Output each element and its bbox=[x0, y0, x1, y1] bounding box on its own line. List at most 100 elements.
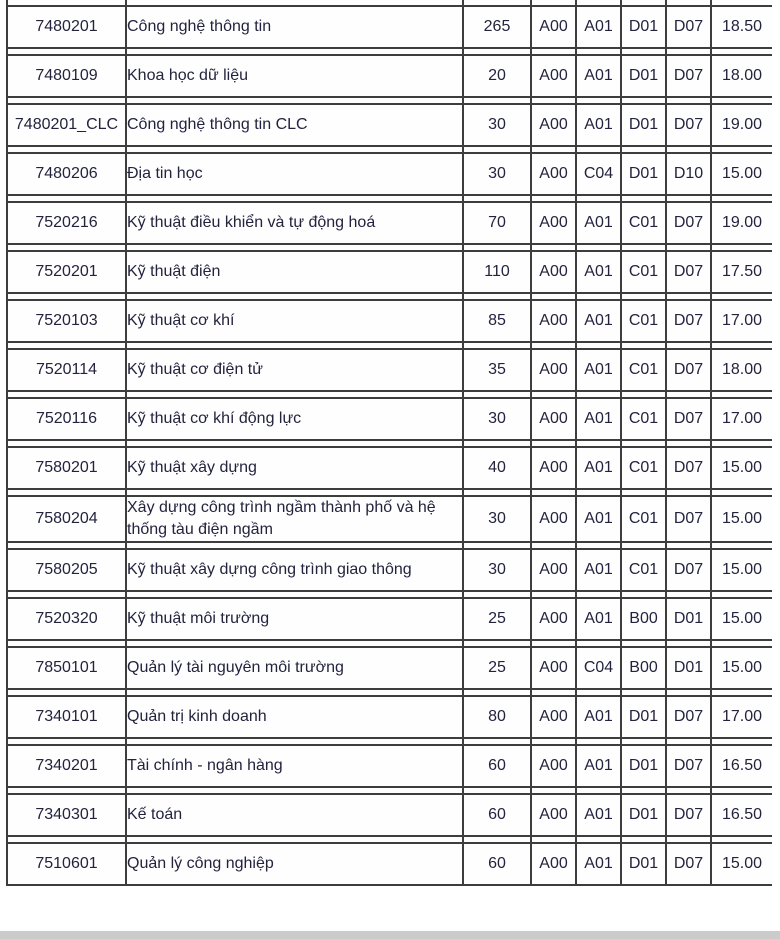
spacer-cell bbox=[462, 341, 532, 350]
table-row: 7520201 Kỹ thuật điện 110 A00 A01 C01 D07 17.50 bbox=[6, 250, 772, 294]
major-code-cell: 7520216 bbox=[6, 201, 127, 245]
spacer-row bbox=[6, 292, 772, 301]
score-cell: 15.00 bbox=[710, 548, 772, 592]
combo-cell: D01 bbox=[620, 842, 667, 886]
spacer-cell bbox=[665, 194, 712, 203]
spacer-cell bbox=[125, 590, 464, 599]
table-row: 7520116 Kỹ thuật cơ khí động lực 30 A00 A01 C… bbox=[6, 397, 772, 441]
spacer-cell bbox=[620, 47, 667, 56]
spacer-cell bbox=[6, 786, 127, 795]
table-row: 7520103 Kỹ thuật cơ khí 85 A00 A01 C01 D07 17.0… bbox=[6, 299, 772, 343]
combo-cell: C01 bbox=[620, 299, 667, 343]
spacer-cell bbox=[125, 194, 464, 203]
quota-cell: 40 bbox=[462, 446, 532, 490]
major-name-cell: Công nghệ thông tin bbox=[125, 5, 464, 49]
combo-cell: A01 bbox=[575, 446, 622, 490]
combo-cell: D07 bbox=[665, 397, 712, 441]
spacer-cell bbox=[530, 390, 577, 399]
spacer-cell bbox=[530, 786, 577, 795]
spacer-cell bbox=[462, 835, 532, 844]
spacer-cell bbox=[620, 786, 667, 795]
spacer-row bbox=[6, 96, 772, 105]
spacer-cell bbox=[710, 688, 772, 697]
combo-cell: D01 bbox=[620, 103, 667, 147]
spacer-cell bbox=[530, 47, 577, 56]
combo-cell: C04 bbox=[575, 152, 622, 196]
spacer-cell bbox=[125, 541, 464, 550]
major-code-cell: 7520320 bbox=[6, 597, 127, 641]
combo-cell: D01 bbox=[620, 695, 667, 739]
major-name-cell: Kỹ thuật cơ khí bbox=[125, 299, 464, 343]
spacer-row bbox=[6, 835, 772, 844]
spacer-row bbox=[6, 145, 772, 154]
major-code-cell: 7340301 bbox=[6, 793, 127, 837]
spacer-cell bbox=[6, 194, 127, 203]
combo-cell: A01 bbox=[575, 597, 622, 641]
spacer-cell bbox=[125, 439, 464, 448]
quota-cell: 60 bbox=[462, 744, 532, 788]
spacer-cell bbox=[710, 243, 772, 252]
table-row: 7580201 Kỹ thuật xây dựng 40 A00 A01 C01 D07 15… bbox=[6, 446, 772, 490]
combo-cell: C01 bbox=[620, 201, 667, 245]
spacer-cell bbox=[530, 590, 577, 599]
quota-cell: 60 bbox=[462, 842, 532, 886]
combo-cell: D07 bbox=[665, 446, 712, 490]
spacer-cell bbox=[575, 639, 622, 648]
spacer-cell bbox=[620, 737, 667, 746]
combo-cell: A01 bbox=[575, 842, 622, 886]
combo-cell: A01 bbox=[575, 299, 622, 343]
spacer-cell bbox=[530, 243, 577, 252]
spacer-cell bbox=[6, 145, 127, 154]
combo-cell: D10 bbox=[665, 152, 712, 196]
table-row: 7520216 Kỹ thuật điều khiển và tự động ho… bbox=[6, 201, 772, 245]
spacer-cell bbox=[620, 341, 667, 350]
spacer-cell bbox=[575, 488, 622, 497]
spacer-row bbox=[6, 688, 772, 697]
quota-cell: 30 bbox=[462, 495, 532, 543]
quota-cell: 265 bbox=[462, 5, 532, 49]
spacer-cell bbox=[620, 96, 667, 105]
spacer-cell bbox=[125, 47, 464, 56]
spacer-cell bbox=[620, 292, 667, 301]
major-name-cell: Quản lý tài nguyên môi trường bbox=[125, 646, 464, 690]
combo-cell: A00 bbox=[530, 548, 577, 592]
spacer-cell bbox=[575, 47, 622, 56]
combo-cell: D07 bbox=[665, 548, 712, 592]
major-name-cell: Địa tin học bbox=[125, 152, 464, 196]
combo-cell: A00 bbox=[530, 446, 577, 490]
spacer-cell bbox=[125, 0, 464, 7]
spacer-row bbox=[6, 639, 772, 648]
quota-cell: 35 bbox=[462, 348, 532, 392]
spacer-cell bbox=[620, 439, 667, 448]
combo-cell: A00 bbox=[530, 793, 577, 837]
combo-cell: D07 bbox=[665, 842, 712, 886]
major-name-cell: Kỹ thuật môi trường bbox=[125, 597, 464, 641]
spacer-cell bbox=[462, 390, 532, 399]
spacer-cell bbox=[125, 243, 464, 252]
spacer-cell bbox=[462, 0, 532, 7]
major-name-cell: Công nghệ thông tin CLC bbox=[125, 103, 464, 147]
quota-cell: 20 bbox=[462, 54, 532, 98]
spacer-cell bbox=[6, 688, 127, 697]
spacer-cell bbox=[530, 688, 577, 697]
spacer-cell bbox=[710, 639, 772, 648]
spacer-cell bbox=[530, 737, 577, 746]
spacer-cell bbox=[462, 292, 532, 301]
table-row: 7340101 Quản trị kinh doanh 80 A00 A01 D01 D07… bbox=[6, 695, 772, 739]
spacer-cell bbox=[710, 145, 772, 154]
spacer-cell bbox=[575, 688, 622, 697]
spacer-cell bbox=[530, 639, 577, 648]
combo-cell: A00 bbox=[530, 597, 577, 641]
combo-cell: A00 bbox=[530, 495, 577, 543]
spacer-cell bbox=[6, 541, 127, 550]
spacer-cell bbox=[462, 145, 532, 154]
score-cell: 15.00 bbox=[710, 495, 772, 543]
major-name-cell: Kế toán bbox=[125, 793, 464, 837]
spacer-cell bbox=[125, 737, 464, 746]
combo-cell: A00 bbox=[530, 250, 577, 294]
combo-cell: A01 bbox=[575, 103, 622, 147]
table-row: 7480201_CLC Công nghệ thông tin CLC 30 A00 A… bbox=[6, 103, 772, 147]
spacer-cell bbox=[462, 541, 532, 550]
combo-cell: C01 bbox=[620, 495, 667, 543]
